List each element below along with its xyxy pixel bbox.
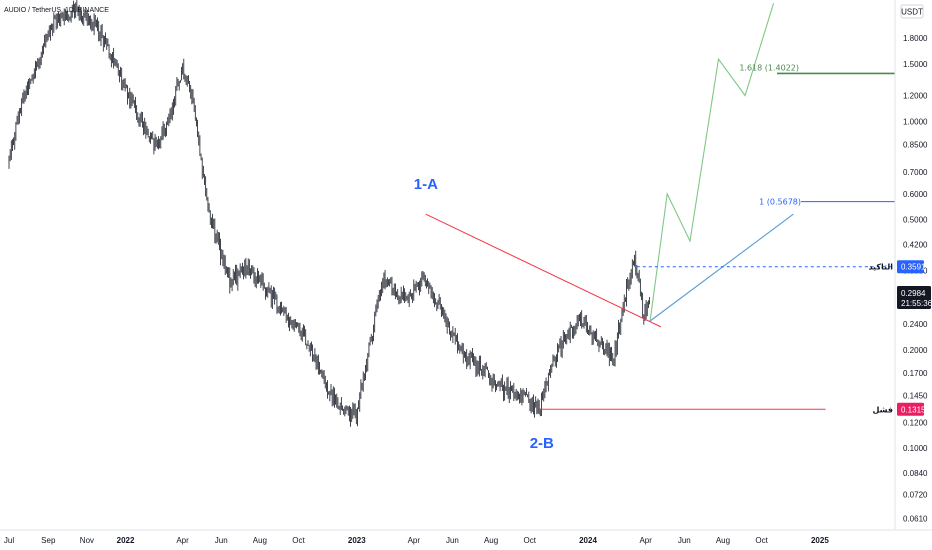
time-tick-label: Oct bbox=[755, 536, 768, 545]
drawing-overlays[interactable]: 1.618 (1.4022) 1 (0.5678) التاكيد فشل 1-A 2-B bbox=[414, 3, 895, 452]
price-tick-label: 0.0840 bbox=[903, 469, 928, 478]
fib-label-1618: 1.618 (1.4022) bbox=[739, 63, 799, 72]
projection-wave-path[interactable] bbox=[649, 3, 775, 322]
time-tick-label: Apr bbox=[176, 536, 189, 545]
price-tick-label: 0.2000 bbox=[903, 346, 928, 355]
price-tick-label: 0.1700 bbox=[903, 369, 928, 378]
price-tick-label: 0.1000 bbox=[903, 444, 928, 453]
trendline-resistance[interactable] bbox=[425, 213, 662, 328]
time-tick-label: Jun bbox=[678, 536, 691, 545]
price-tick-label: 0.5000 bbox=[903, 216, 928, 225]
bar-countdown: 21:55:36 bbox=[901, 299, 932, 308]
time-tick-label: Jul bbox=[4, 536, 14, 545]
wave-label: 2-B bbox=[530, 435, 554, 452]
time-axis[interactable]: Jul Sep Nov 2022 Apr Jun Aug Oct 2023 Apr Jun Aug Oc… bbox=[4, 536, 829, 545]
time-tick-label: Nov bbox=[80, 536, 94, 545]
price-tick-label: 0.2400 bbox=[903, 320, 928, 329]
time-tick-label: Oct bbox=[524, 536, 537, 545]
last-price-value: 0.2984 bbox=[901, 289, 926, 298]
price-tick-label: 1.8000 bbox=[903, 34, 928, 43]
price-tick-label: 0.8500 bbox=[903, 140, 928, 149]
time-tick-label: 2023 bbox=[348, 536, 366, 545]
projection-target-path[interactable] bbox=[649, 213, 794, 322]
time-tick-label: 2025 bbox=[811, 536, 829, 545]
price-tick-label: 1.0000 bbox=[903, 117, 928, 126]
time-tick-label: 2024 bbox=[579, 536, 597, 545]
price-tick-label: 1.5000 bbox=[903, 60, 928, 69]
confirm-tag bbox=[897, 260, 924, 274]
currency-badge[interactable] bbox=[900, 4, 924, 19]
time-tick-label: Jun bbox=[215, 536, 228, 545]
wave-label: 1-A bbox=[414, 176, 438, 193]
fail-label: فشل bbox=[872, 405, 893, 414]
time-tick-label: Aug bbox=[253, 536, 267, 545]
time-tick-label: Apr bbox=[639, 536, 652, 545]
price-tick-label: 0.0720 bbox=[903, 491, 928, 500]
price-tick-label: 0.4200 bbox=[903, 240, 928, 249]
fail-tag-text: 0.1315 bbox=[901, 405, 926, 414]
price-tick-label: 0.6000 bbox=[903, 190, 928, 199]
time-tick-label: 2022 bbox=[117, 536, 135, 545]
price-tick-label: 0.1450 bbox=[903, 391, 928, 400]
time-tick-label: Sep bbox=[41, 536, 56, 545]
price-tick-label: 0.0610 bbox=[903, 514, 928, 523]
price-tick-label: 0.7000 bbox=[903, 168, 928, 177]
fail-tag bbox=[897, 402, 924, 416]
time-tick-label: Jun bbox=[446, 536, 459, 545]
fib-label-1: 1 (0.5678) bbox=[759, 198, 801, 207]
price-series bbox=[8, 0, 650, 427]
last-price-tag bbox=[897, 285, 931, 309]
currency-label: USDT bbox=[901, 8, 923, 17]
confirm-label: التاكيد bbox=[868, 263, 893, 272]
confirm-tag-text: 0.3591 bbox=[901, 263, 926, 272]
price-tick-label: 0.1200 bbox=[903, 418, 928, 427]
time-tick-label: Aug bbox=[484, 536, 498, 545]
chart-title: AUDIO / TetherUS, 1D, BINANCE bbox=[4, 7, 109, 14]
price-tick-label: 1.2000 bbox=[903, 91, 928, 100]
time-tick-label: Oct bbox=[292, 536, 305, 545]
time-tick-label: Aug bbox=[716, 536, 730, 545]
time-tick-label: Apr bbox=[408, 536, 421, 545]
